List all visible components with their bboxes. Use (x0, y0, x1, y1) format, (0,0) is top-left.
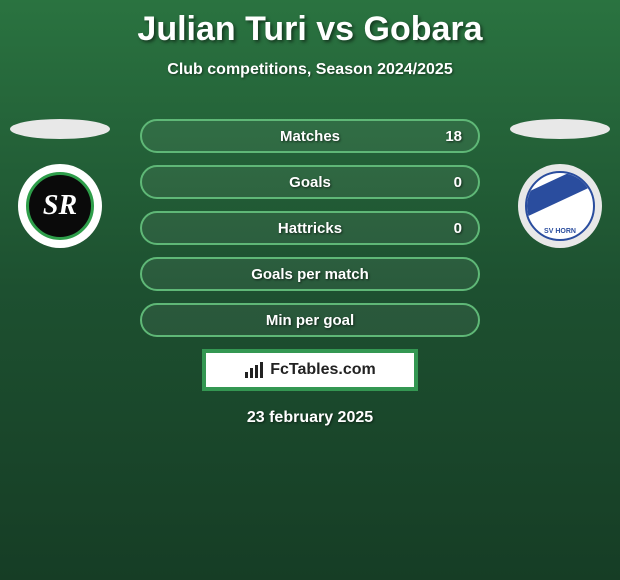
player-right-photo (510, 119, 610, 139)
club-badge-left: SR (18, 164, 102, 248)
stat-label: Min per goal (266, 312, 354, 329)
stat-right-value: 0 (454, 174, 462, 191)
club-badge-right-text: SV HORN (527, 228, 593, 235)
content-area: SR SV HORN Matches 18 Goals 0 Hattricks … (0, 119, 620, 427)
club-badge-right-inner: SV HORN (525, 171, 595, 241)
player-left-photo (10, 119, 110, 139)
stat-row-min-per-goal: Min per goal (140, 303, 480, 337)
horn-stripe-icon (525, 171, 595, 218)
player-left-column: SR (10, 119, 110, 248)
fctables-logo-text: FcTables.com (270, 361, 376, 379)
comparison-subtitle: Club competitions, Season 2024/2025 (0, 61, 620, 79)
stat-label: Goals per match (251, 266, 369, 283)
stat-label: Goals (289, 174, 331, 191)
stat-right-value: 0 (454, 220, 462, 237)
club-badge-left-initials: SR (26, 172, 94, 240)
club-badge-right: SV HORN (518, 164, 602, 248)
comparison-date: 23 february 2025 (0, 409, 620, 427)
stat-row-goals-per-match: Goals per match (140, 257, 480, 291)
bar-chart-icon (244, 362, 264, 378)
fctables-logo[interactable]: FcTables.com (202, 349, 418, 391)
player-right-column: SV HORN (510, 119, 610, 248)
stat-row-matches: Matches 18 (140, 119, 480, 153)
stat-right-value: 18 (445, 128, 462, 145)
stat-row-goals: Goals 0 (140, 165, 480, 199)
stat-label: Hattricks (278, 220, 342, 237)
stats-list: Matches 18 Goals 0 Hattricks 0 Goals per… (140, 119, 480, 337)
comparison-title: Julian Turi vs Gobara (0, 0, 620, 49)
stat-label: Matches (280, 128, 340, 145)
stat-row-hattricks: Hattricks 0 (140, 211, 480, 245)
